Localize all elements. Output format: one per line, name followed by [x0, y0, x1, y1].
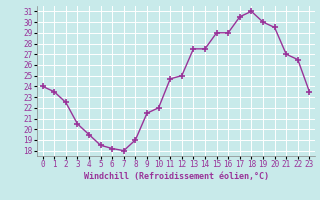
X-axis label: Windchill (Refroidissement éolien,°C): Windchill (Refroidissement éolien,°C) [84, 172, 268, 181]
